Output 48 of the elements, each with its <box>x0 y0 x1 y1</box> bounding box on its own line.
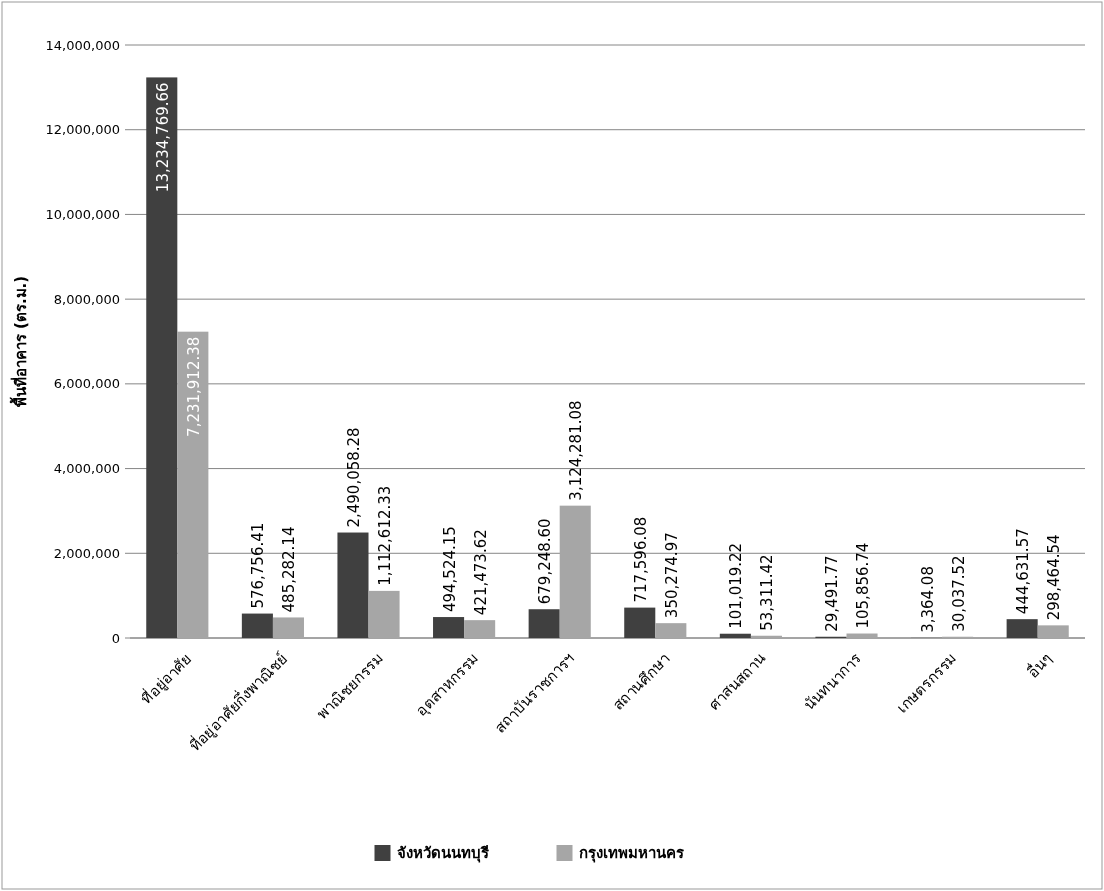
bar <box>624 607 656 638</box>
y-tick-label: 10,000,000 <box>45 206 120 222</box>
data-label: 485,282.14 <box>280 526 299 613</box>
data-label: 494,524.15 <box>440 526 459 613</box>
bar <box>719 633 751 638</box>
bar <box>146 77 178 638</box>
data-label: 3,124,281.08 <box>567 400 586 501</box>
bar <box>846 633 878 638</box>
bar <box>241 613 273 638</box>
y-tick-label: 4,000,000 <box>53 461 120 477</box>
data-label: 13,234,769.66 <box>153 82 172 193</box>
data-label: 29,491.77 <box>822 555 841 632</box>
data-label: 30,037.52 <box>949 555 968 632</box>
bar <box>1006 619 1038 638</box>
y-tick-label: 0 <box>111 630 120 646</box>
bar <box>528 609 560 638</box>
data-label: 679,248.60 <box>536 518 555 605</box>
data-label: 576,756.41 <box>249 522 268 609</box>
bar <box>433 617 465 638</box>
legend-label: กรุงเทพมหานคร <box>578 844 685 864</box>
y-tick-label: 14,000,000 <box>45 37 120 53</box>
y-tick-label: 2,000,000 <box>53 545 120 561</box>
bar <box>464 620 496 638</box>
data-label: 3,364.08 <box>918 566 937 633</box>
bar <box>337 532 369 638</box>
data-label: 298,464.54 <box>1045 534 1064 621</box>
bar <box>655 623 687 638</box>
bar <box>272 617 304 638</box>
bar <box>559 505 591 638</box>
data-label: 7,231,912.38 <box>184 336 203 437</box>
data-label: 2,490,058.28 <box>344 427 363 528</box>
bar <box>177 331 209 638</box>
legend-label: จังหวัดนนทบุรี <box>396 844 490 864</box>
data-label: 717,596.08 <box>631 516 650 603</box>
data-label: 444,631.57 <box>1014 528 1033 615</box>
data-label: 421,473.62 <box>471 529 490 616</box>
x-tick-label: อื่นๆ <box>1022 648 1056 682</box>
y-axis-title: พื้นที่อาคาร (ตร.ม.) <box>9 275 30 408</box>
data-label: 105,856.74 <box>854 542 873 629</box>
bar <box>368 590 400 638</box>
y-tick-label: 12,000,000 <box>45 122 120 138</box>
data-label: 350,274.97 <box>662 532 681 619</box>
y-tick-label: 8,000,000 <box>53 291 120 307</box>
y-tick-label: 6,000,000 <box>53 376 120 392</box>
data-label: 53,311.42 <box>758 554 777 631</box>
data-label: 101,019.22 <box>727 542 746 629</box>
data-label: 1,112,612.33 <box>376 485 395 586</box>
bar <box>1037 625 1069 638</box>
